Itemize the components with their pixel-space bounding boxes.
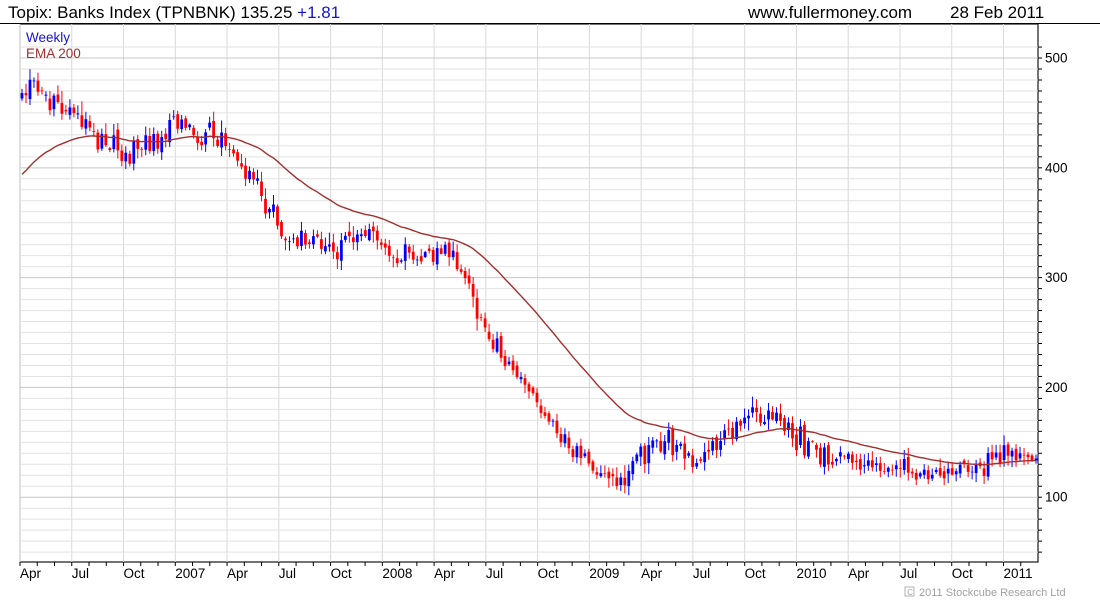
svg-text:Jul: Jul	[693, 566, 710, 581]
svg-text:EMA 200: EMA 200	[26, 46, 81, 61]
svg-text:2010: 2010	[796, 566, 826, 581]
svg-text:Oct: Oct	[538, 566, 559, 581]
svg-text:Apr: Apr	[434, 566, 456, 581]
svg-text:200: 200	[1045, 380, 1068, 395]
svg-text:Apr: Apr	[20, 566, 42, 581]
svg-text:2008: 2008	[382, 566, 412, 581]
svg-text:Jul: Jul	[900, 566, 917, 581]
svg-text:Apr: Apr	[641, 566, 663, 581]
svg-text:Oct: Oct	[952, 566, 973, 581]
svg-text:2011: 2011	[1003, 566, 1032, 581]
svg-text:Jul: Jul	[486, 566, 503, 581]
svg-text:Jul: Jul	[72, 566, 89, 581]
svg-text:Oct: Oct	[745, 566, 766, 581]
svg-text:28 Feb 2011: 28 Feb 2011	[950, 3, 1044, 22]
svg-text:C: C	[907, 588, 913, 597]
svg-text:www.fullermoney.com: www.fullermoney.com	[747, 3, 912, 22]
svg-text:2009: 2009	[589, 566, 619, 581]
svg-text:Topix: Banks Index (TPNBNK) 13: Topix: Banks Index (TPNBNK) 135.25 +1.81	[8, 3, 340, 22]
svg-text:2011 Stockcube Research Ltd: 2011 Stockcube Research Ltd	[919, 587, 1066, 599]
svg-text:Apr: Apr	[848, 566, 870, 581]
svg-text:Oct: Oct	[331, 566, 352, 581]
svg-text:Jul: Jul	[279, 566, 296, 581]
svg-text:400: 400	[1045, 160, 1068, 175]
svg-text:500: 500	[1045, 51, 1068, 66]
svg-text:Oct: Oct	[124, 566, 145, 581]
svg-text:2007: 2007	[175, 566, 205, 581]
svg-text:300: 300	[1045, 270, 1068, 285]
svg-text:100: 100	[1045, 490, 1068, 505]
svg-text:Apr: Apr	[227, 566, 249, 581]
svg-text:Weekly: Weekly	[26, 30, 70, 45]
